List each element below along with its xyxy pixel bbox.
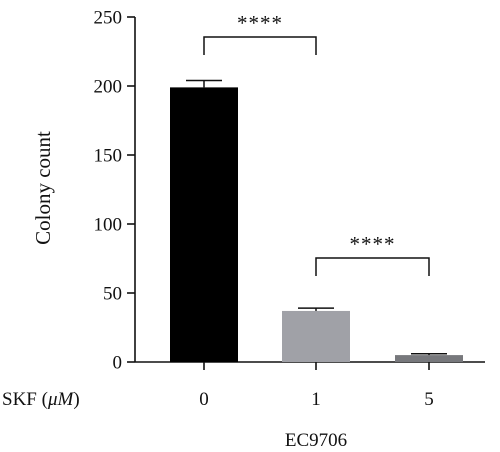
bar-5	[395, 355, 463, 362]
group-label: EC9706	[285, 430, 347, 451]
y-tick-label: 50	[103, 284, 122, 305]
y-tick-label: 0	[113, 353, 123, 374]
y-tick-label: 150	[94, 146, 123, 167]
significance-annotations: **** ****	[203, 11, 430, 276]
bar-1	[282, 310, 350, 362]
x-tick-label-0: 0	[199, 389, 209, 410]
significance-label: ****	[237, 11, 283, 35]
x-tick-label-1: 1	[311, 389, 321, 410]
significance-bracket	[315, 257, 430, 276]
y-tick-label: 250	[94, 8, 123, 29]
y-tick-label: 100	[94, 215, 123, 236]
x-tick-label-5: 5	[424, 389, 434, 410]
y-axis-label: Colony count	[31, 131, 55, 245]
bars	[170, 79, 463, 362]
significance-label: ****	[350, 232, 396, 256]
x-axis-label: SKF (μM)	[2, 389, 80, 410]
significance-bracket	[203, 36, 317, 55]
bar-0	[170, 87, 238, 362]
y-tick-label: 200	[94, 77, 123, 98]
